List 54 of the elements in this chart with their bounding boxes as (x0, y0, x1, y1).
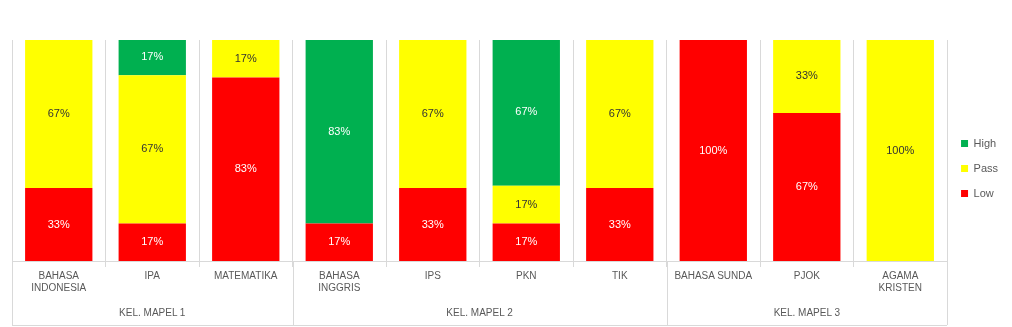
bar (305, 223, 373, 261)
bar (118, 223, 186, 261)
data-label: 83% (328, 124, 351, 137)
bar (773, 40, 841, 113)
text: KEL. MAPEL 2 (446, 306, 514, 318)
data-label: 33% (795, 69, 819, 82)
data-label: 17% (328, 235, 351, 248)
x-tick-label: TIK (612, 269, 628, 281)
bar (399, 188, 467, 261)
legend-label: Pass (973, 161, 999, 174)
data-label: 17% (515, 235, 538, 248)
bar (492, 223, 560, 261)
data-label: 17% (141, 49, 164, 62)
bar (118, 75, 186, 224)
x-tick-label: IPS (424, 269, 442, 281)
bar (305, 40, 373, 224)
bar (212, 40, 280, 78)
bar (25, 40, 93, 189)
legend-label: High (973, 136, 997, 149)
bar (773, 112, 841, 261)
bar (25, 188, 93, 261)
bar (679, 40, 747, 261)
data-label: 67% (421, 107, 444, 120)
bar (866, 40, 934, 261)
data-label: 67% (795, 180, 819, 192)
data-label: 83% (234, 162, 257, 175)
data-label: 17% (515, 197, 538, 210)
text: KEL. MAPEL 1 (119, 306, 186, 318)
bar (586, 40, 654, 189)
x-tick-label: IPA (144, 269, 161, 281)
data-label: 67% (47, 107, 70, 120)
data-label: 17% (141, 235, 164, 248)
x-tick-label: AGAMA KRISTEN (878, 269, 922, 293)
data-label: 100% (699, 143, 728, 156)
data-label: 17% (234, 51, 257, 64)
x-tick-label: PJOK (793, 269, 821, 281)
bar (586, 188, 654, 261)
x-tick-label: BAHASA SUNDA (674, 269, 753, 281)
bar (492, 185, 560, 224)
data-label: 33% (47, 217, 70, 230)
data-label: 33% (421, 217, 444, 230)
x-tick-label: MATEMATIKA (214, 269, 278, 281)
x-tick-label: BAHASA INGGRIS (318, 269, 361, 293)
data-label: 67% (608, 107, 631, 120)
legend-label: Low (973, 186, 994, 199)
bar (212, 77, 280, 261)
text: KEL. MAPEL 3 (773, 306, 841, 318)
x-tick-label: PKN (515, 269, 537, 281)
bar (399, 40, 467, 189)
x-tick-label: BAHASA INDONESIA (31, 269, 87, 293)
data-label: 67% (515, 104, 538, 117)
data-label: 33% (608, 217, 631, 230)
data-label: 67% (141, 142, 164, 155)
data-label: 100% (886, 143, 915, 156)
